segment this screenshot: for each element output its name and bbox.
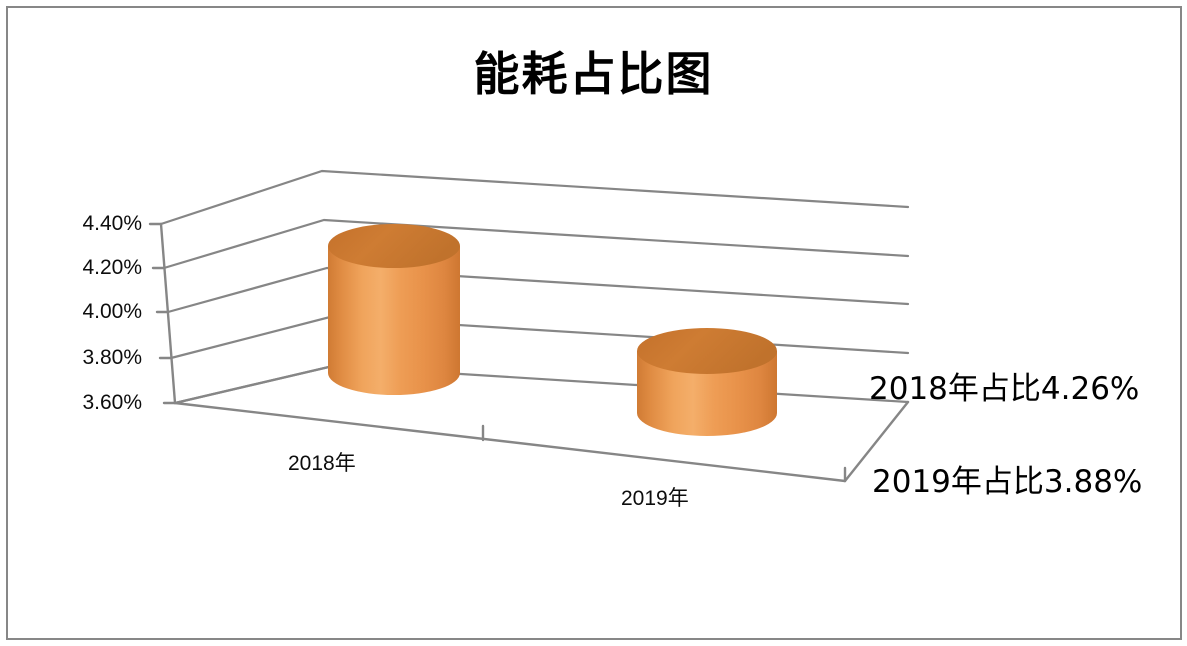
floor-left-edge — [173, 364, 335, 405]
gridline-400 — [166, 266, 910, 314]
value-axis-line — [159, 222, 177, 405]
floor-front-edge — [173, 401, 847, 483]
gridline-group — [159, 169, 910, 405]
category-label-2018: 2018年 — [288, 452, 356, 475]
category-label-2019: 2019年 — [621, 487, 689, 510]
ytick-label-360: 3.60% — [82, 391, 142, 414]
bar-2018[interactable] — [328, 224, 460, 395]
ytick-label-420: 4.20% — [82, 256, 142, 279]
value-axis — [148, 222, 177, 405]
bar-2018-top[interactable] — [328, 224, 460, 268]
annotation-2019: 2019年占比3.88% — [872, 464, 1143, 500]
bar-2019[interactable] — [637, 328, 777, 436]
gridline-420 — [162, 218, 910, 270]
ytick-label-380: 3.80% — [82, 346, 142, 369]
chart-plot-border — [6, 6, 1182, 640]
floor-group — [173, 364, 910, 483]
gridline-360 — [173, 364, 910, 405]
ytick-label-400: 4.00% — [82, 300, 142, 323]
ytick-label-440: 4.40% — [82, 212, 142, 235]
floor-right-edge — [843, 400, 910, 483]
gridline-440 — [159, 169, 910, 226]
annotation-2018: 2018年占比4.26% — [869, 371, 1140, 407]
bar-2019-top[interactable] — [637, 328, 777, 374]
bar-2018-body[interactable] — [328, 246, 460, 395]
bar-2019-body[interactable] — [637, 351, 777, 436]
chart-title: 能耗占比图 — [473, 47, 714, 101]
gridline-380 — [169, 315, 910, 360]
